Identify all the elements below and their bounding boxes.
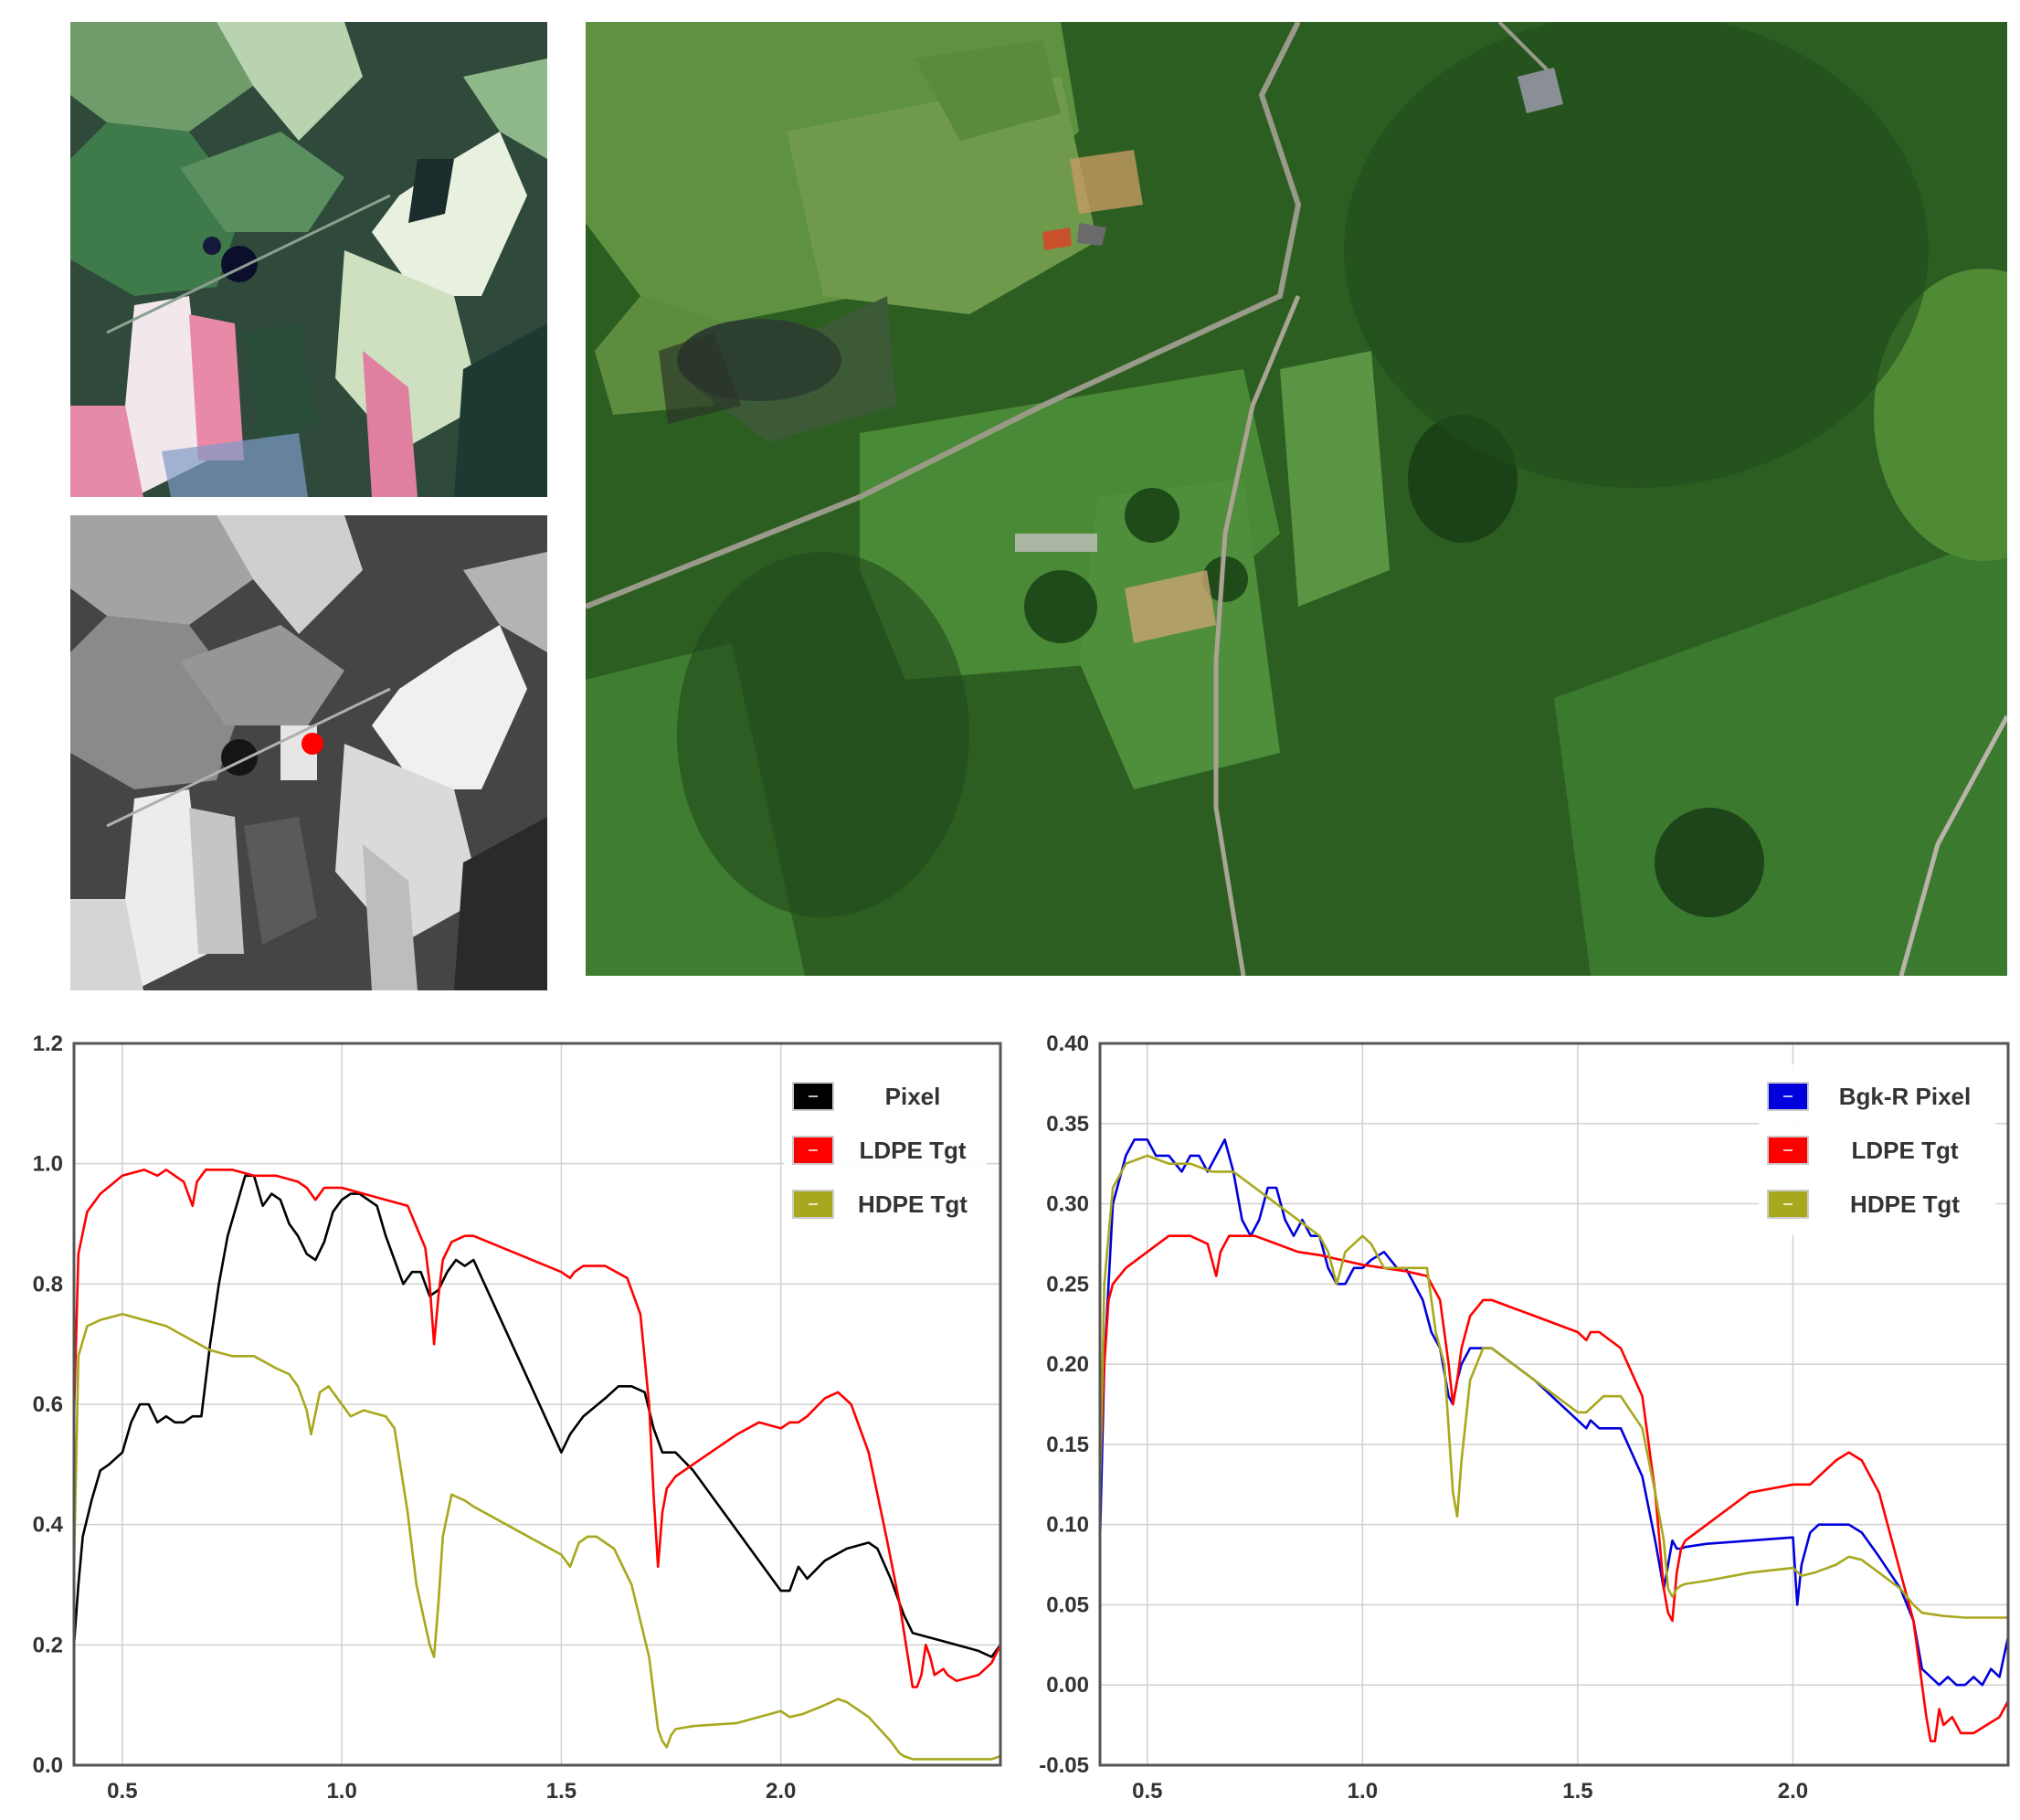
series-line-hdpe-tgt xyxy=(72,1312,1001,1761)
y-tick-label: -0.05 xyxy=(1039,1753,1089,1778)
series-line-pixel xyxy=(72,1174,1002,1658)
y-tick-label: 0.30 xyxy=(1046,1192,1089,1217)
y-tick-label: 0.40 xyxy=(1046,1032,1089,1056)
x-tick-label: 1.5 xyxy=(546,1779,576,1804)
series-line-ldpe-tgt xyxy=(72,1169,1002,1688)
x-tick-label: 1.5 xyxy=(1562,1779,1592,1804)
right-spectrum-chart: -0.05 0.00 0.05 0.10 0.15 0.20 0.25 0.30 0.35 0.4… xyxy=(1010,1019,2020,1815)
y-tick-label: 0.00 xyxy=(1046,1673,1089,1698)
legend-swatch xyxy=(1767,1136,1809,1165)
x-tick-label: 1.0 xyxy=(1348,1779,1378,1804)
rgb-satellite-image-graphic xyxy=(70,22,547,497)
aerial-photo-graphic xyxy=(586,22,2007,976)
y-tick-label: 0.6 xyxy=(33,1392,63,1417)
legend: Pixel LDPE Tgt HDPE Tgt xyxy=(784,1064,987,1235)
legend-label: Bgk-R Pixel xyxy=(1839,1083,1972,1110)
x-tick-label: 1.0 xyxy=(326,1779,356,1804)
y-tick-label: 0.20 xyxy=(1046,1352,1089,1377)
grayscale-band-image-graphic xyxy=(70,515,547,990)
x-tick-label: 2.0 xyxy=(766,1779,796,1804)
legend-label: HDPE Tgt xyxy=(858,1190,968,1218)
aerial-photo xyxy=(586,22,2007,976)
y-tick-label: 0.0 xyxy=(33,1753,63,1778)
x-tick-label: 0.5 xyxy=(1132,1779,1162,1804)
series-line-hdpe-tgt xyxy=(1098,1154,2008,1619)
y-tick-label: 0.35 xyxy=(1046,1112,1089,1137)
left-spectrum-chart: 0.0 0.2 0.4 0.6 0.8 1.0 1.2 0.5 1.0 1.5 2.0 Pixel LD… xyxy=(0,1019,1010,1815)
y-tick-label: 0.15 xyxy=(1046,1433,1089,1457)
grayscale-band-image xyxy=(70,515,547,990)
right-spectrum-chart-svg: -0.05 0.00 0.05 0.10 0.15 0.20 0.25 0.30 0.35 0.4… xyxy=(1039,1032,2010,1804)
y-tick-label: 0.8 xyxy=(33,1272,63,1296)
target-pixel-marker xyxy=(301,733,323,755)
legend-label: LDPE Tgt xyxy=(1852,1137,1959,1164)
x-tick-label: 0.5 xyxy=(107,1779,137,1804)
legend-label: Pixel xyxy=(885,1083,941,1110)
plot-frame xyxy=(1098,1042,2010,1767)
y-tick-label: 0.4 xyxy=(33,1513,64,1538)
series-line-bgk-r-pixel xyxy=(1098,1138,2010,1687)
legend-label: HDPE Tgt xyxy=(1850,1190,1960,1218)
legend-label: LDPE Tgt xyxy=(860,1137,967,1164)
rgb-satellite-image xyxy=(70,22,547,497)
y-tick-label: 0.10 xyxy=(1046,1513,1089,1538)
left-spectrum-chart-svg: 0.0 0.2 0.4 0.6 0.8 1.0 1.2 0.5 1.0 1.5 2.0 Pixel LD… xyxy=(33,1032,1002,1804)
y-tick-label: 1.2 xyxy=(33,1032,63,1056)
x-tick-label: 2.0 xyxy=(1778,1779,1808,1804)
legend: Bgk-R Pixel LDPE Tgt HDPE Tgt xyxy=(1759,1064,1996,1235)
y-tick-label: 0.2 xyxy=(33,1633,63,1657)
plot-frame xyxy=(72,1042,1002,1767)
y-tick-label: 0.25 xyxy=(1046,1272,1089,1296)
y-tick-label: 0.05 xyxy=(1046,1592,1089,1617)
series-line-ldpe-tgt xyxy=(1098,1234,2010,1743)
y-tick-label: 1.0 xyxy=(33,1152,63,1177)
